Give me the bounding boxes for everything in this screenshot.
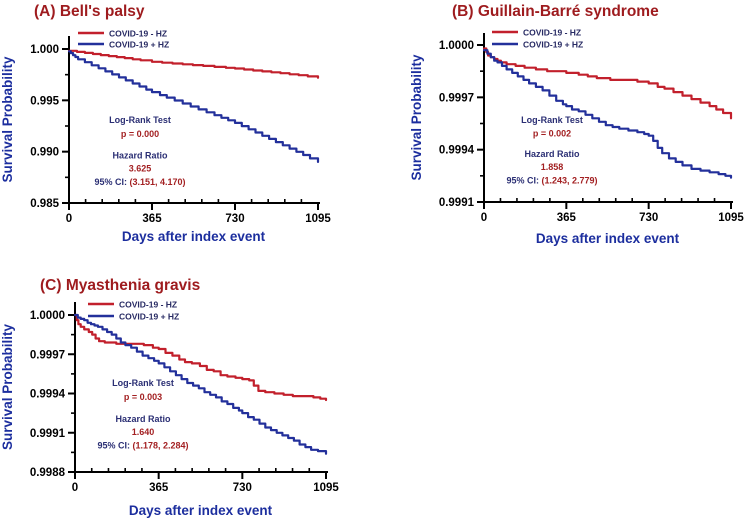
x-tick-label: 1095 — [313, 482, 339, 494]
y-tick-label: 0.995 — [30, 95, 59, 107]
curve-covid-19-plus-hz — [73, 313, 328, 455]
y-tick-label: 0.9988 — [30, 467, 66, 479]
legend-label-covid-19-minus-hz: COVID-19 - HZ — [523, 28, 581, 38]
y-tick-label: 0.9991 — [439, 197, 475, 209]
x-tick-label: 365 — [149, 482, 169, 494]
panel-title: (C) Myasthenia gravis — [40, 277, 201, 294]
panel-bells-palsy: (A) Bell's palsy 1.000 0.995 0.990 0.985 0 36… — [0, 0, 376, 264]
logrank-label: Log-Rank Test — [112, 378, 174, 388]
empty-cell — [376, 264, 752, 529]
confidence-interval: 95% CI: (3.151, 4.170) — [94, 177, 185, 187]
x-tick-label: 730 — [639, 212, 658, 224]
curve-covid-19-plus-hz — [67, 50, 320, 163]
x-tick-label: 1095 — [305, 213, 331, 225]
x-tick-label: 1095 — [718, 212, 744, 224]
x-axis-title: Days after index event — [536, 231, 680, 246]
x-axis-title: Days after index event — [122, 229, 266, 244]
panel-myasthenia-gravis: (C) Myasthenia gravis 1.0000 0.9997 0.9994… — [0, 264, 376, 529]
survival-chart-bells-palsy: 1.000 0.995 0.990 0.985 0 365 730 1095 COVID-19 … — [0, 29, 331, 245]
y-tick-label: 0.9997 — [439, 92, 474, 104]
hazard-ratio-value: 1.858 — [541, 162, 564, 172]
logrank-label: Log-Rank Test — [109, 115, 171, 125]
hazard-ratio-value: 1.640 — [132, 427, 155, 437]
y-tick-label: 0.9997 — [30, 349, 65, 361]
panel-title: (A) Bell's palsy — [34, 3, 145, 20]
x-axis-title: Days after index event — [129, 503, 273, 518]
survival-chart-guillain-barre: 1.0000 0.9997 0.9994 0.9991 0 365 730 1095 COVID… — [409, 28, 744, 247]
x-tick-label: 730 — [225, 213, 244, 225]
x-tick-label: 0 — [481, 212, 487, 224]
x-tick-label: 365 — [557, 212, 577, 224]
y-axis-title: Survival Probability — [409, 54, 424, 181]
legend-label-covid-19-minus-hz: COVID-19 - HZ — [119, 300, 177, 310]
curve-covid-19-plus-hz — [482, 49, 733, 179]
curve-covid-19-minus-hz — [67, 49, 320, 79]
y-tick-label: 0.985 — [30, 198, 59, 210]
hazard-ratio-label: Hazard Ratio — [112, 151, 168, 161]
confidence-interval: 95% CI: (1.243, 2.779) — [506, 176, 597, 186]
y-tick-label: 0.990 — [30, 147, 59, 159]
p-value: p = 0.000 — [121, 129, 159, 139]
x-tick-label: 0 — [72, 482, 78, 494]
x-tick-label: 365 — [142, 213, 162, 225]
confidence-interval: 95% CI: (1.178, 2.284) — [97, 441, 188, 451]
p-value: p = 0.003 — [124, 392, 162, 402]
hazard-ratio-value: 3.625 — [129, 164, 152, 174]
hazard-ratio-label: Hazard Ratio — [524, 149, 580, 159]
y-axis-title: Survival Probability — [0, 323, 15, 450]
x-tick-label: 730 — [233, 482, 252, 494]
curve-covid-19-minus-hz — [73, 313, 328, 402]
legend-label-covid-19-minus-hz: COVID-19 - HZ — [109, 29, 167, 39]
x-tick-label: 0 — [66, 213, 72, 225]
y-tick-label: 0.9991 — [30, 428, 66, 440]
y-tick-label: 1.0000 — [30, 310, 65, 322]
p-value: p = 0.002 — [533, 129, 571, 139]
legend-label-covid-19-plus-hz: COVID-19 + HZ — [523, 40, 583, 50]
legend-label-covid-19-plus-hz: COVID-19 + HZ — [109, 40, 169, 50]
y-tick-label: 1.0000 — [439, 40, 474, 52]
panel-guillain-barre: (B) Guillain-Barré syndrome 1.0000 0.9997… — [376, 0, 752, 264]
hazard-ratio-label: Hazard Ratio — [115, 414, 171, 424]
y-tick-label: 1.000 — [30, 44, 59, 56]
survival-chart-myasthenia-gravis: 1.0000 0.9997 0.9994 0.9991 0.9988 0 365 730 109… — [0, 300, 339, 519]
legend-label-covid-19-plus-hz: COVID-19 + HZ — [119, 312, 179, 322]
panel-title: (B) Guillain-Barré syndrome — [452, 3, 659, 20]
y-tick-label: 0.9994 — [30, 389, 66, 401]
logrank-label: Log-Rank Test — [521, 115, 583, 125]
y-axis-title: Survival Probability — [0, 56, 15, 183]
y-tick-label: 0.9994 — [439, 145, 475, 157]
curve-covid-19-minus-hz — [482, 47, 733, 120]
